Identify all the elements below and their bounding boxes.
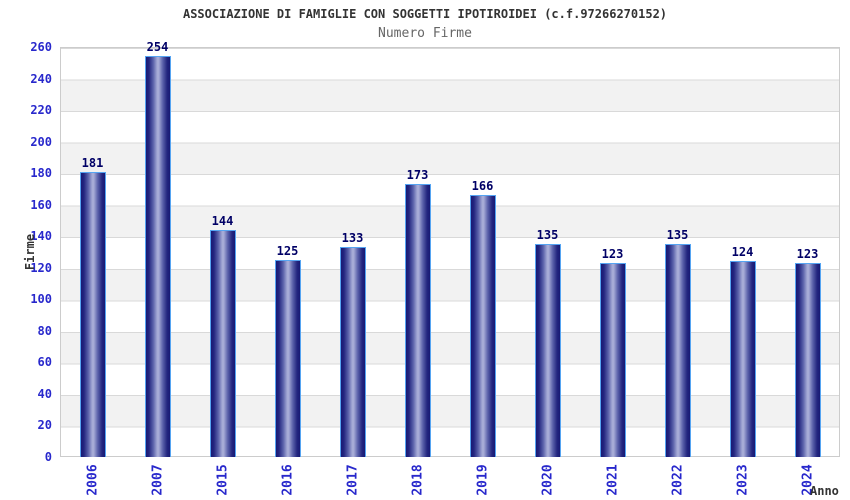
x-tick-label: 2007 bbox=[150, 464, 165, 496]
bar-value-label: 125 bbox=[276, 243, 299, 258]
bar-value-label: 135 bbox=[536, 228, 559, 243]
x-tick-label: 2019 bbox=[475, 464, 490, 496]
bar-2020 bbox=[534, 244, 561, 457]
x-tick-label: 2023 bbox=[735, 464, 750, 496]
x-tick-label: 2021 bbox=[605, 464, 620, 496]
x-tick-label: 2022 bbox=[670, 464, 685, 496]
y-tick-label: 180 bbox=[30, 166, 52, 181]
bar-2019 bbox=[469, 195, 496, 457]
y-tick-label: 160 bbox=[30, 197, 52, 212]
x-tick-label: 2018 bbox=[410, 464, 425, 496]
y-tick-label: 100 bbox=[30, 292, 52, 307]
bar-value-label: 166 bbox=[471, 179, 494, 194]
x-axis-label: Anno bbox=[810, 484, 839, 498]
bar-2022 bbox=[664, 244, 691, 457]
y-tick-label: 200 bbox=[30, 134, 52, 149]
bar-2006 bbox=[79, 171, 106, 457]
x-tick-label: 2015 bbox=[215, 464, 230, 496]
y-tick-label: 120 bbox=[30, 260, 52, 275]
y-tick-label: 140 bbox=[30, 229, 52, 244]
x-tick-label: 2020 bbox=[540, 464, 555, 496]
y-axis-label: Firme bbox=[23, 233, 37, 271]
bar-2017 bbox=[339, 247, 366, 457]
bar-value-label: 144 bbox=[211, 213, 234, 228]
y-tick-label: 60 bbox=[37, 355, 52, 370]
y-tick-label: 240 bbox=[30, 71, 52, 86]
bar-value-label: 135 bbox=[666, 228, 689, 243]
bar-value-label: 123 bbox=[601, 247, 624, 262]
chart-subtitle: Numero Firme bbox=[378, 26, 472, 41]
bar-2016 bbox=[274, 259, 301, 457]
x-tick-label: 2006 bbox=[85, 464, 100, 496]
bar-value-label: 124 bbox=[731, 245, 754, 260]
bar-value-label: 173 bbox=[406, 168, 429, 183]
x-tick-label: 2016 bbox=[280, 464, 295, 496]
y-tick-label: 40 bbox=[37, 386, 52, 401]
bar-2007 bbox=[144, 56, 171, 457]
bar-value-label: 181 bbox=[81, 155, 104, 170]
bar-2023 bbox=[729, 261, 756, 457]
bar-value-label: 123 bbox=[796, 247, 819, 262]
y-tick-label: 80 bbox=[37, 323, 52, 338]
bar-2015 bbox=[209, 229, 236, 457]
bar-2021 bbox=[599, 263, 626, 457]
y-tick-label: 260 bbox=[30, 40, 52, 54]
bar-2018 bbox=[404, 184, 431, 457]
x-tick-label: 2017 bbox=[345, 464, 360, 496]
plot-area bbox=[60, 47, 840, 457]
y-tick-label: 20 bbox=[37, 418, 52, 433]
y-tick-label: 220 bbox=[30, 103, 52, 118]
bar-value-label: 133 bbox=[341, 231, 364, 246]
bar-value-label: 254 bbox=[146, 40, 169, 55]
y-tick-label: 0 bbox=[44, 450, 52, 464]
chart-title: ASSOCIAZIONE DI FAMIGLIE CON SOGGETTI IP… bbox=[182, 7, 668, 21]
bar-2024 bbox=[794, 263, 821, 457]
